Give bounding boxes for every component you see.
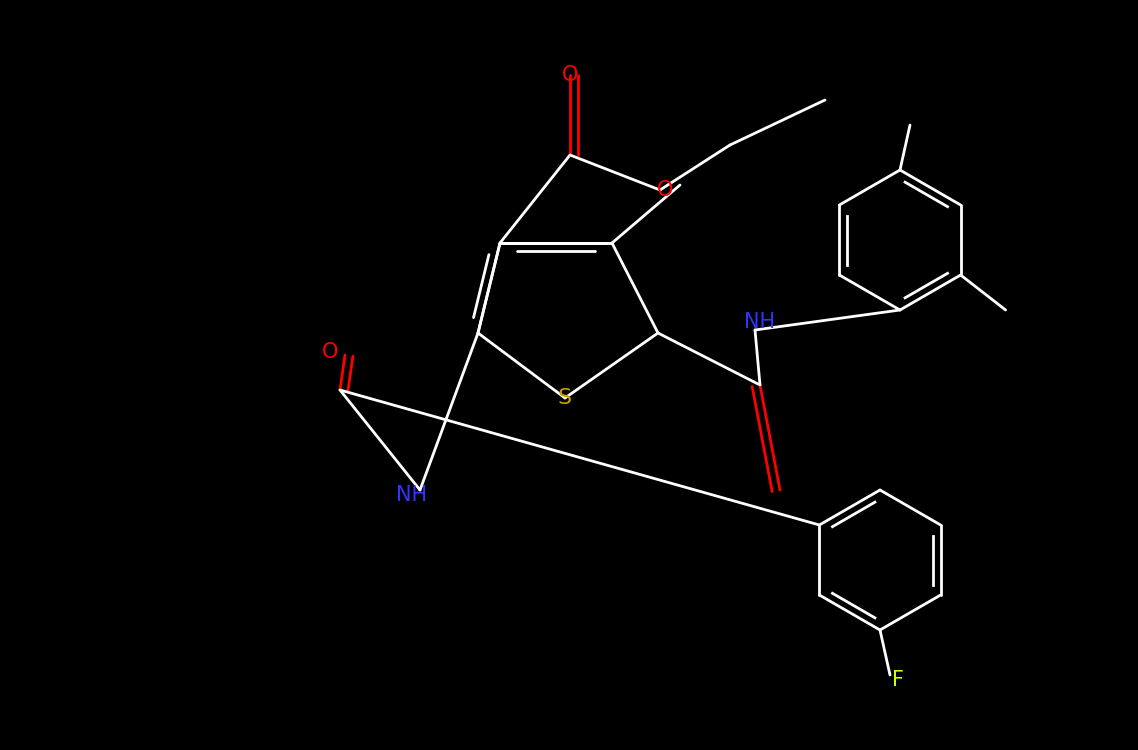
Text: NH: NH bbox=[744, 312, 776, 332]
Text: O: O bbox=[562, 65, 578, 85]
Text: NH: NH bbox=[396, 485, 428, 505]
Text: F: F bbox=[892, 670, 904, 690]
Text: S: S bbox=[558, 388, 572, 408]
Text: O: O bbox=[322, 342, 338, 362]
Text: O: O bbox=[657, 180, 674, 200]
